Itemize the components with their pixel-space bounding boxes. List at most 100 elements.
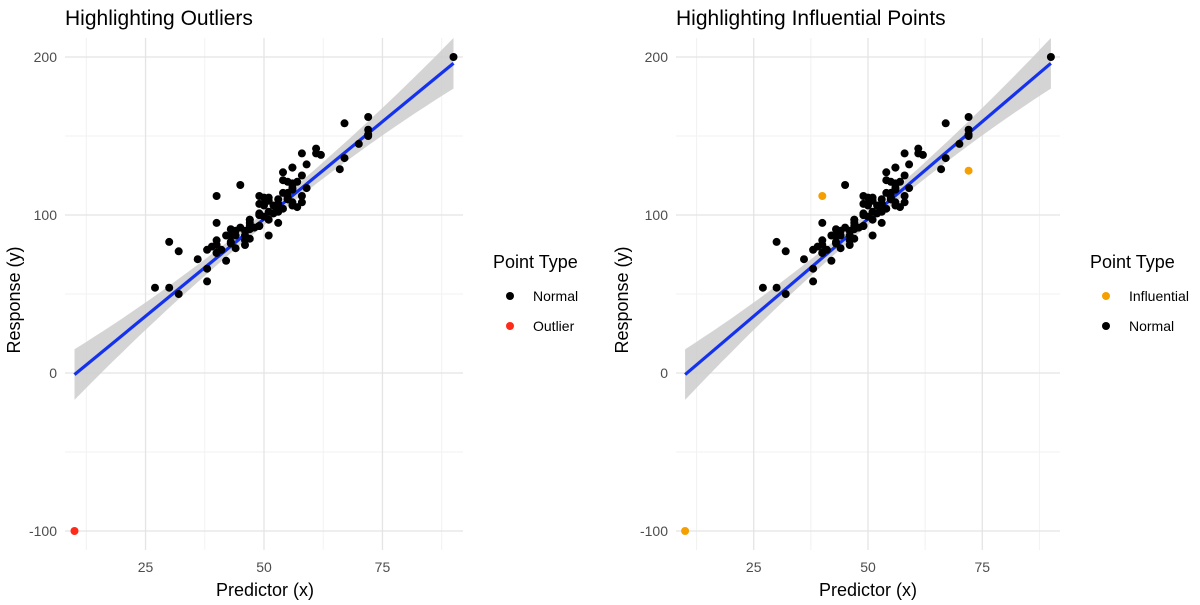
- data-point: [449, 53, 458, 61]
- data-point: [174, 247, 183, 256]
- data-point: [165, 237, 174, 246]
- data-point: [203, 264, 212, 273]
- y-axis-label: Response (y): [4, 246, 24, 353]
- data-point: [151, 283, 159, 292]
- data-point: [941, 119, 950, 128]
- x-tick-label: 25: [746, 559, 762, 575]
- data-point: [900, 192, 909, 200]
- data-point: [260, 201, 268, 210]
- data-point: [758, 283, 767, 292]
- x-tick-label: 25: [138, 559, 154, 575]
- data-point: [222, 256, 231, 265]
- data-point: [859, 222, 868, 230]
- data-point: [882, 168, 891, 177]
- data-point: [896, 177, 904, 186]
- legend-marker: [1102, 292, 1110, 300]
- data-point: [364, 113, 373, 121]
- x-axis-label: Predictor (x): [216, 580, 314, 600]
- data-point: [964, 132, 973, 140]
- data-point: [297, 149, 306, 158]
- data-point: [203, 245, 212, 254]
- data-point: [302, 184, 311, 193]
- legend-marker: [1102, 322, 1110, 330]
- data-point: [222, 231, 231, 240]
- data-point: [905, 160, 914, 169]
- data-point: [297, 198, 306, 207]
- data-point: [264, 215, 273, 224]
- data-point: [165, 283, 174, 292]
- data-point: [283, 195, 292, 204]
- data-point: [212, 218, 221, 227]
- grid: [676, 38, 1060, 550]
- data-point: [231, 244, 240, 253]
- data-point: [772, 283, 781, 292]
- data-point: [174, 290, 183, 298]
- data-point: [800, 255, 808, 264]
- data-point: [841, 181, 850, 189]
- data-point: [354, 139, 363, 148]
- data-point: [818, 241, 827, 249]
- legend-label: Outlier: [533, 318, 575, 334]
- data-point: [850, 215, 859, 224]
- data-point: [203, 277, 212, 286]
- legend-marker: [506, 292, 514, 300]
- legend-title: Point Type: [1090, 252, 1175, 272]
- data-point: [293, 177, 302, 186]
- data-point: [868, 215, 877, 224]
- data-point: [340, 119, 349, 128]
- data-point: [255, 192, 264, 200]
- data-point: [964, 166, 973, 175]
- data-point: [255, 211, 264, 219]
- x-axis-ticks: 25 50 75: [138, 559, 391, 575]
- data-point: [335, 165, 344, 174]
- data-point: [1046, 53, 1055, 61]
- chart-title: Highlighting Influential Points: [676, 7, 946, 30]
- data-point: [316, 150, 325, 159]
- data-point: [941, 154, 950, 163]
- data-point: [340, 154, 349, 163]
- legend-label: Influential: [1129, 288, 1189, 304]
- data-point: [841, 223, 850, 232]
- data-point: [226, 237, 235, 246]
- data-point: [882, 176, 891, 185]
- y-tick-label: 100: [645, 207, 669, 223]
- data-point: [279, 176, 287, 185]
- data-point: [827, 231, 836, 240]
- legend-marker: [506, 322, 514, 330]
- x-axis-label: Predictor (x): [819, 580, 917, 600]
- y-axis-ticks: -100 0 100 200: [640, 49, 668, 539]
- data-point: [886, 195, 895, 204]
- data-point: [681, 527, 690, 535]
- data-point: [864, 201, 872, 210]
- y-axis-label: Response (y): [612, 246, 632, 353]
- legend-label: Normal: [1129, 318, 1174, 334]
- data-point: [964, 113, 973, 121]
- data-point: [781, 247, 790, 256]
- data-point: [274, 218, 283, 227]
- y-tick-label: 200: [34, 49, 58, 65]
- data-point: [236, 181, 245, 189]
- data-point: [193, 255, 202, 264]
- data-point: [900, 149, 909, 158]
- data-point: [891, 163, 900, 172]
- data-point: [955, 139, 964, 148]
- data-point: [264, 231, 273, 240]
- y-tick-label: 100: [34, 207, 58, 223]
- data-point: [900, 171, 909, 180]
- data-point: [859, 192, 868, 200]
- x-tick-label: 75: [974, 559, 990, 575]
- influential-panel: Highlighting Influential Points 25 50 75 -…: [612, 7, 1189, 600]
- data-point: [364, 132, 373, 140]
- data-point: [818, 192, 827, 200]
- y-tick-label: 0: [49, 365, 57, 381]
- data-point: [772, 237, 781, 246]
- data-point: [877, 218, 886, 227]
- y-tick-label: -100: [640, 523, 668, 539]
- legend-title: Point Type: [493, 252, 578, 272]
- y-tick-label: 0: [660, 365, 668, 381]
- data-point: [245, 215, 254, 224]
- data-point: [836, 244, 845, 253]
- legend: Point Type Normal Outlier: [493, 252, 578, 334]
- data-point: [873, 201, 882, 210]
